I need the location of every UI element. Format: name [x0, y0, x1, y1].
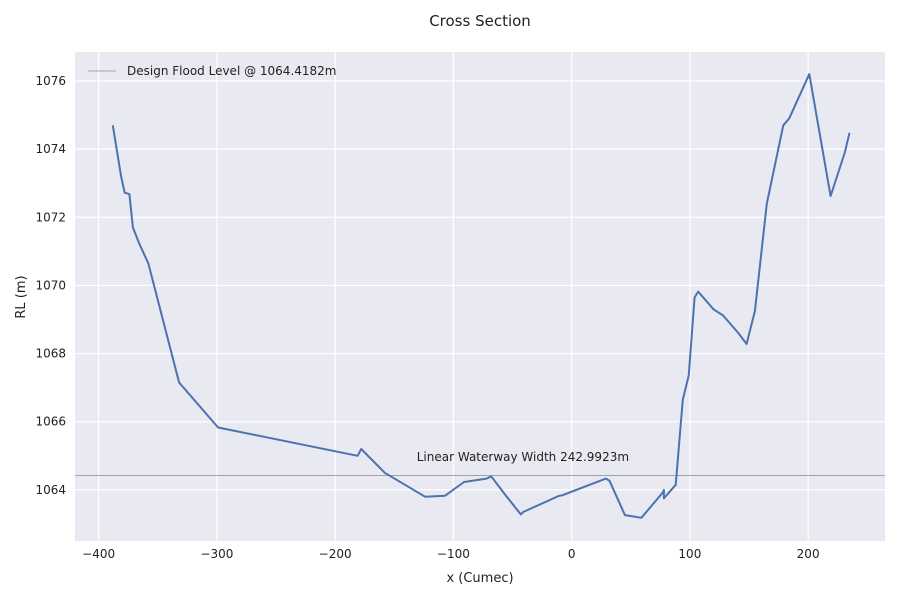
- grid: [75, 52, 885, 541]
- chart-title: Cross Section: [429, 12, 531, 30]
- x-tick-label: −300: [200, 547, 233, 561]
- series-layer: [111, 73, 851, 519]
- y-tick-label: 1076: [35, 74, 66, 88]
- y-tick-label: 1064: [35, 483, 66, 497]
- x-tick-label: −100: [437, 547, 470, 561]
- plot-area: [75, 52, 885, 541]
- y-axis-label: RL (m): [14, 275, 29, 318]
- y-tick-label: 1074: [35, 142, 66, 156]
- x-tick-label: 100: [678, 547, 701, 561]
- waterway-width-annotation: Linear Waterway Width 242.9923m: [417, 450, 629, 464]
- x-tick-label: 0: [568, 547, 576, 561]
- y-tick-label: 1068: [35, 347, 66, 361]
- y-tick-label: 1072: [35, 210, 66, 224]
- x-tick-label: −400: [82, 547, 115, 561]
- x-axis-label: x (Cumec): [446, 571, 513, 586]
- tick-labels: −400 −300 −200 −100 0 100 200 1064 1066 1068 1070 1…: [35, 74, 819, 561]
- x-tick-label: −200: [319, 547, 352, 561]
- y-tick-label: 1070: [35, 278, 66, 292]
- legend-label-flood-level: Design Flood Level @ 1064.4182m: [127, 64, 336, 78]
- x-tick-label: 200: [797, 547, 820, 561]
- cross-section-line: [111, 73, 851, 519]
- y-tick-label: 1066: [35, 415, 66, 429]
- legend: Design Flood Level @ 1064.4182m: [88, 64, 336, 78]
